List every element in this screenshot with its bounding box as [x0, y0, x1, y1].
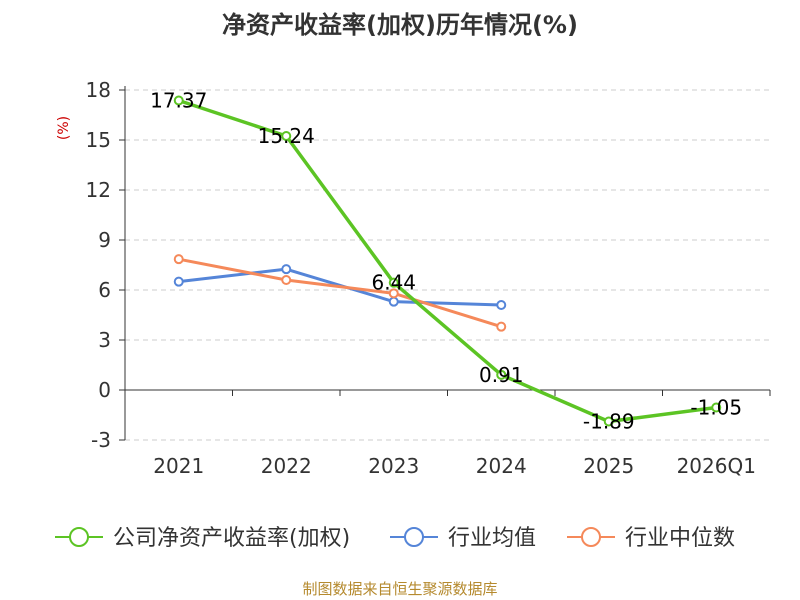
- data-point: [496, 321, 507, 332]
- data-point: [173, 254, 184, 265]
- data-label: -1.05: [690, 396, 742, 420]
- data-point: [496, 300, 507, 310]
- data-point: [603, 416, 614, 427]
- x-tick-label: 2025: [583, 454, 634, 478]
- data-label: -1.89: [583, 410, 635, 434]
- y-tick-label: 3: [98, 328, 111, 352]
- legend: 公司净资产收益率(加权) 行业均值 行业中位数: [55, 526, 735, 551]
- data-point: [281, 131, 292, 141]
- x-tick-label: 2023: [368, 454, 419, 478]
- legend-label: 公司净资产收益率(加权): [113, 526, 350, 551]
- data-point: [388, 277, 399, 288]
- data-label: 15.24: [258, 124, 315, 148]
- data-point: [281, 275, 292, 285]
- y-tick-label: 0: [98, 378, 111, 402]
- data-point: [173, 276, 184, 287]
- x-axis-ticks: 2021 2022 2023 2024 2025 2026Q1: [124, 390, 771, 478]
- legend-swatch-marker: [404, 527, 424, 547]
- data-point: [711, 402, 722, 413]
- y-tick-label: 9: [98, 228, 111, 252]
- data-point: [281, 264, 292, 275]
- axes: [124, 86, 770, 440]
- y-tick-label: 18: [86, 78, 111, 102]
- data-point: [173, 95, 184, 106]
- data-label: 0.91: [479, 363, 524, 387]
- y-axis-unit: (%): [56, 116, 72, 140]
- y-tick-label: 15: [86, 128, 111, 152]
- legend-label: 行业中位数: [625, 526, 735, 551]
- series-group: [173, 95, 722, 427]
- data-point: [388, 296, 399, 307]
- x-tick-label: 2024: [476, 454, 527, 478]
- data-point: [388, 288, 399, 299]
- source-note: 制图数据来自恒生聚源数据库: [302, 580, 497, 598]
- x-tick-label: 2022: [261, 454, 312, 478]
- grid-lines: [125, 89, 770, 441]
- y-tick-label: 6: [98, 278, 111, 302]
- legend-label: 行业均值: [448, 526, 536, 551]
- x-tick-label: 2021: [153, 454, 204, 478]
- data-label: 6.44: [371, 271, 416, 295]
- data-point: [496, 369, 507, 380]
- legend-swatch-marker: [581, 527, 601, 547]
- series-line-0: [177, 98, 718, 424]
- data-label: 17.37: [150, 89, 207, 113]
- data-labels: 17.37 15.24 6.44 0.91 -1.89 -1.05: [150, 89, 742, 434]
- y-tick-label: 12: [86, 178, 111, 202]
- x-tick-label: 2026Q1: [677, 454, 756, 478]
- y-axis-ticks: -3 0 3 6 9 12 15 18: [86, 78, 125, 452]
- chart-title: 净资产收益率(加权)历年情况(%): [222, 11, 578, 39]
- series-line-2: [177, 257, 503, 329]
- legend-swatch-marker: [69, 527, 89, 547]
- y-tick-label: -3: [91, 428, 111, 452]
